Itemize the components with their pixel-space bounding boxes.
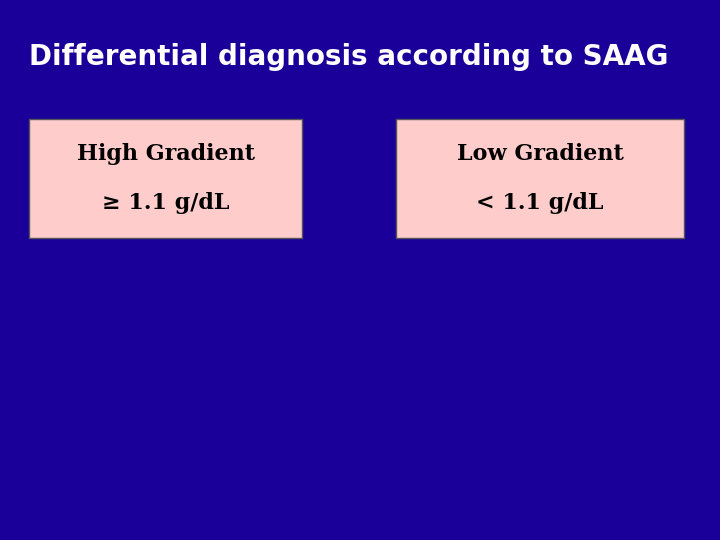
Text: Differential diagnosis according to SAAG: Differential diagnosis according to SAAG xyxy=(29,43,668,71)
FancyBboxPatch shape xyxy=(29,119,302,238)
FancyBboxPatch shape xyxy=(396,119,684,238)
Text: Low Gradient: Low Gradient xyxy=(456,143,624,165)
Text: < 1.1 g/dL: < 1.1 g/dL xyxy=(476,192,604,213)
Text: ≥ 1.1 g/dL: ≥ 1.1 g/dL xyxy=(102,192,230,213)
Text: High Gradient: High Gradient xyxy=(76,143,255,165)
